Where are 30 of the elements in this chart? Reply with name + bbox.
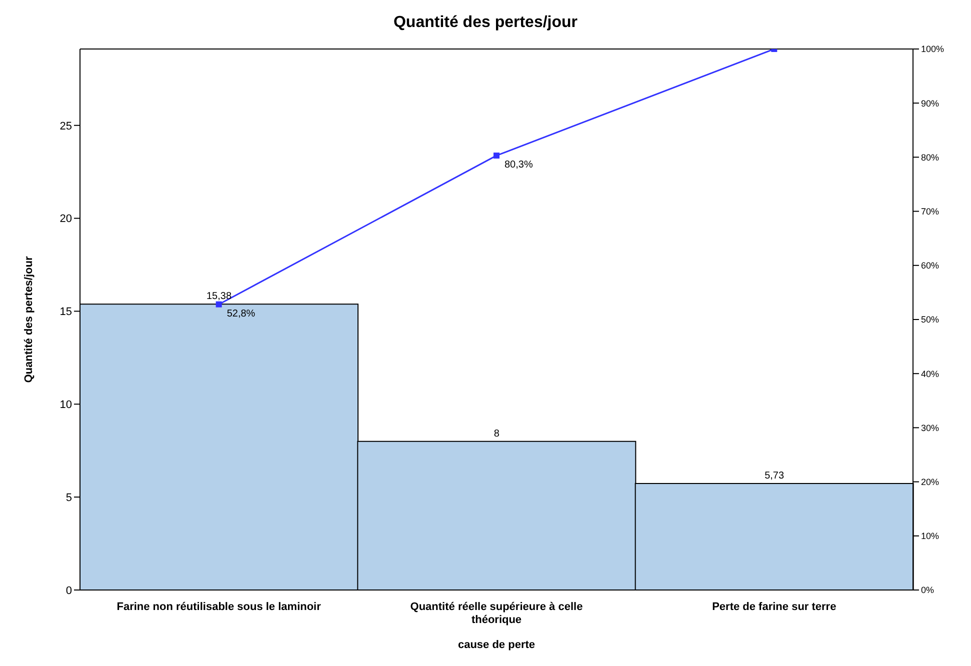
y-tick-label: 20 — [60, 213, 72, 226]
chart-title: Quantité des pertes/jour — [392, 13, 579, 33]
y2-tick-label: 0% — [921, 585, 934, 596]
y-tick-label: 25 — [60, 120, 72, 132]
y2-tick-label: 90% — [921, 98, 940, 108]
y2-tick-label: 50% — [921, 314, 940, 325]
data-label: 5,73 — [764, 470, 784, 482]
y2-tick-label: 40% — [921, 368, 940, 379]
y2-tick-label: 80% — [921, 152, 940, 162]
y-axis-title: Quantité des pertes/jour — [22, 256, 35, 383]
data-label: 8 — [494, 428, 500, 440]
data-label: 80,3% — [504, 160, 533, 171]
x-tick-label: Perte de farine sur terre — [712, 601, 836, 613]
y-tick-label: 10 — [60, 399, 72, 412]
y2-tick-label: 30% — [921, 422, 940, 433]
x-axis-title: cause de perte — [458, 639, 536, 651]
y-tick-label: 15 — [60, 306, 72, 318]
y2-tick-label: 20% — [921, 476, 940, 487]
x-tick-label: Farine non réutilisable sous le laminoir — [116, 601, 322, 613]
y-tick-label: 5 — [66, 492, 72, 504]
point — [216, 301, 222, 308]
y2-tick-label: 10% — [921, 531, 940, 542]
data-label: 15,38 — [206, 291, 232, 302]
y2-tick-label: 100% — [921, 44, 944, 54]
y-tick-label: 0 — [66, 584, 72, 597]
y2-tick-label: 70% — [921, 206, 940, 216]
point — [494, 152, 500, 159]
x-tick-label: Quantité réelle supérieure à celle théorique — [410, 601, 583, 626]
data-label: 52,8% — [226, 308, 256, 320]
y2-tick-label: 60% — [921, 260, 940, 271]
